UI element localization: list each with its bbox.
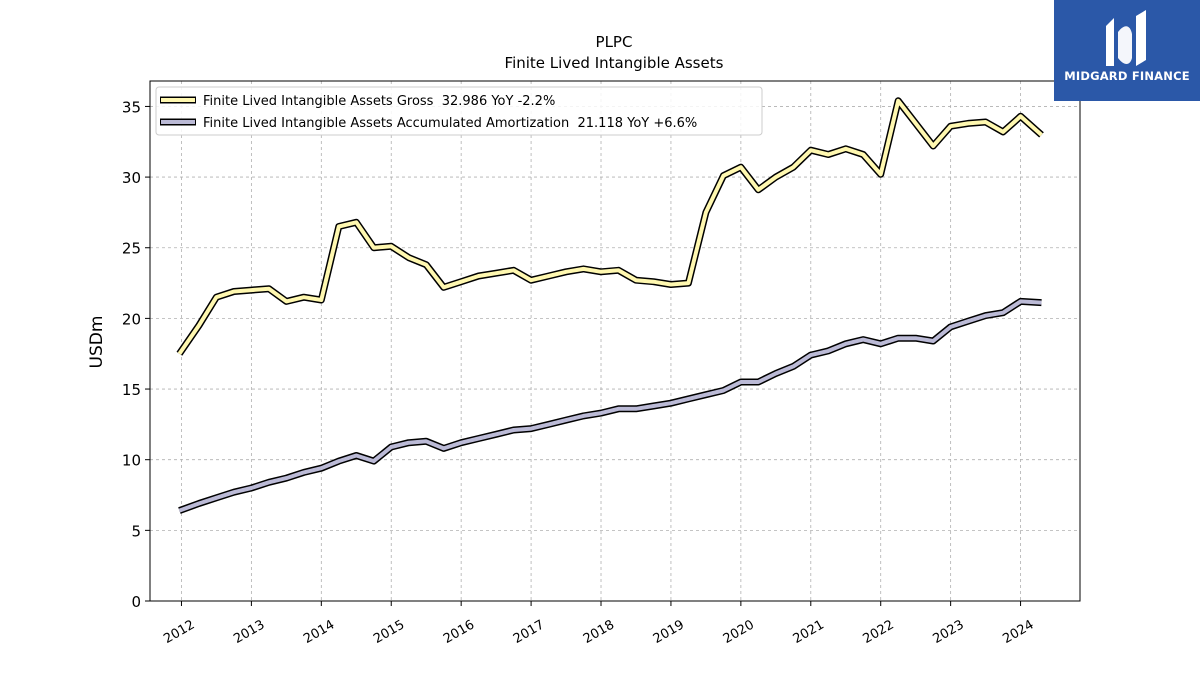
y-tick-label: 20: [122, 310, 141, 328]
x-tick-label: 2015: [371, 617, 407, 647]
y-axis-ticks: 0 5 10 15 20 25 30 35: [122, 98, 150, 611]
y-tick-label: 35: [122, 98, 141, 116]
chart-subtitle: Finite Lived Intangible Assets: [505, 54, 724, 72]
x-tick-label: 2018: [581, 617, 617, 647]
y-tick-label: 30: [122, 169, 141, 187]
series-line-2: [178, 299, 1042, 513]
x-axis-ticks: 2012 2013 2014 2015 2016 2017 2018 2019 2020 2021…: [161, 601, 1037, 647]
x-tick-label: 2024: [1000, 617, 1036, 647]
x-tick-label: 2020: [721, 617, 757, 647]
y-tick-label: 0: [131, 593, 141, 611]
y-tick-label: 5: [131, 522, 141, 540]
x-tick-label: 2022: [861, 617, 897, 647]
y-tick-label: 25: [122, 240, 141, 258]
series-outline-1: [176, 97, 1044, 356]
x-tick-label: 2017: [511, 617, 547, 647]
x-tick-label: 2023: [930, 617, 966, 647]
series-outline-2: [178, 297, 1042, 514]
grid: [150, 81, 1080, 602]
x-tick-label: 2012: [161, 617, 197, 647]
midgard-finance-logo: MIDGARD FINANCE: [1054, 0, 1200, 101]
y-tick-label: 10: [122, 452, 141, 470]
series-line-1: [177, 98, 1043, 355]
series-lines: [176, 97, 1044, 514]
legend-label-1: Finite Lived Intangible Assets Gross 32.…: [203, 94, 555, 109]
legend: Finite Lived Intangible Assets Gross 32.…: [155, 86, 763, 136]
y-tick-label: 15: [122, 381, 141, 399]
logo-text: MIDGARD FINANCE: [1064, 69, 1190, 83]
y-axis-label: USDm: [87, 316, 107, 369]
x-tick-label: 2021: [791, 617, 827, 647]
x-tick-label: 2014: [301, 617, 337, 647]
plot-frame: [149, 80, 1081, 602]
chart-title: PLPC: [596, 33, 633, 51]
midgard-logo-icon: [1106, 10, 1146, 66]
x-tick-label: 2016: [441, 617, 477, 647]
x-tick-label: 2019: [651, 617, 687, 647]
x-tick-label: 2013: [231, 617, 267, 647]
legend-label-2: Finite Lived Intangible Assets Accumulat…: [203, 116, 697, 131]
legend-box: [155, 86, 763, 136]
